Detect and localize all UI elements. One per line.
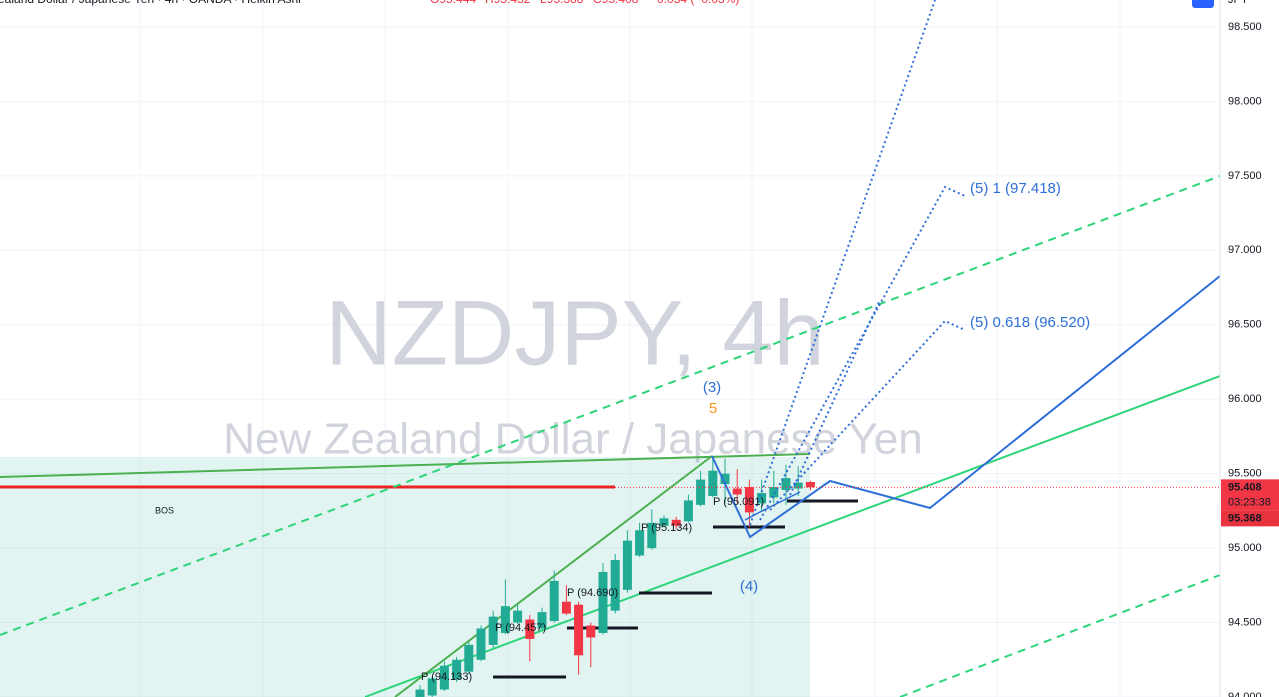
candle-body xyxy=(513,610,523,623)
target-label: (5) 0.618 (96.520) xyxy=(970,314,1090,331)
wave-line xyxy=(394,455,713,697)
y-tick-label: 97.000 xyxy=(1228,244,1262,256)
y-tick-label: 98.000 xyxy=(1228,95,1262,107)
header: ealand Dollar / Japanese Yen · 4h · OAND… xyxy=(0,0,739,6)
candle-body xyxy=(744,487,754,513)
candle-body xyxy=(769,487,779,498)
channel-line xyxy=(899,574,1221,697)
candle-body xyxy=(793,482,803,489)
wave-label: 5 xyxy=(709,400,717,417)
candle-body xyxy=(561,601,571,614)
symbol-title: ealand Dollar / Japanese Yen · 4h · OAND… xyxy=(0,0,301,6)
pivot-label: P (94.690) xyxy=(567,587,618,599)
pivot-label: P (94.133) xyxy=(421,671,472,683)
candle-body xyxy=(427,678,437,696)
candle-body xyxy=(781,478,791,491)
candle-body xyxy=(574,604,584,656)
ohlc-high: H95.452 xyxy=(485,0,531,6)
y-tick-label: 97.500 xyxy=(1228,170,1262,182)
candle-body xyxy=(439,665,449,690)
candle-body xyxy=(610,560,620,611)
candle-body xyxy=(696,479,706,505)
candles xyxy=(415,457,815,697)
fib-lines xyxy=(749,0,966,526)
settings-button[interactable] xyxy=(1192,0,1214,8)
candle-body xyxy=(464,644,474,672)
candle-body xyxy=(476,628,486,660)
ohlc-open: O95.444 xyxy=(430,0,476,6)
candle-body xyxy=(671,519,681,526)
y-tick-label: 95.500 xyxy=(1228,468,1262,480)
candle-body xyxy=(598,571,608,633)
pivot-label: P (94.457) xyxy=(495,622,546,634)
candle-body xyxy=(525,619,535,639)
y-tick-label: 94.500 xyxy=(1228,616,1262,628)
candle-body xyxy=(659,518,669,526)
trend-line xyxy=(0,453,811,478)
y-tick-label: 95.000 xyxy=(1228,542,1262,554)
candle-body xyxy=(586,625,596,638)
countdown-label: 03:23:38 xyxy=(1228,496,1271,508)
bid-price-box xyxy=(1221,510,1279,527)
candle-body xyxy=(708,470,718,496)
support-line xyxy=(364,375,1221,697)
bid-price-label: 95.368 xyxy=(1228,512,1262,524)
watermark-title: NZDJPY, 4h xyxy=(325,282,824,384)
pivot-label: P (95.134) xyxy=(641,522,692,534)
candle-body xyxy=(805,481,815,488)
zone xyxy=(0,457,810,697)
wave-projection xyxy=(711,275,1221,539)
fib-line xyxy=(789,299,881,496)
candle-body xyxy=(415,689,425,697)
axis-unit: JPY xyxy=(1228,0,1249,6)
candle-body xyxy=(452,659,462,680)
candle-body xyxy=(500,606,510,633)
channel-line xyxy=(0,175,1221,636)
candle-body xyxy=(549,580,559,622)
horizontal-grid xyxy=(0,26,1220,697)
candle-body xyxy=(757,493,767,504)
candle-body xyxy=(537,612,547,629)
price-axis: JPY 94.000 94.500 95.000 95.500 96.000 96.500… xyxy=(1219,0,1279,697)
candle-body xyxy=(488,616,498,645)
candle-body xyxy=(647,522,657,549)
candle-body xyxy=(635,530,645,556)
wave-label: (3) xyxy=(703,379,721,396)
candle-body xyxy=(622,540,632,590)
y-tick-label: 96.500 xyxy=(1228,319,1262,331)
wave-label: (4) xyxy=(740,578,758,595)
ohlc-close: C95.408 xyxy=(593,0,639,6)
y-tick-label: 98.500 xyxy=(1228,21,1262,33)
ohlc-change: −0.034 (−0.03%) xyxy=(650,0,739,6)
candle-body xyxy=(732,488,742,495)
last-price-box xyxy=(1221,479,1279,511)
vertical-grid xyxy=(139,0,1121,697)
last-price-label: 95.408 xyxy=(1228,481,1262,493)
fib-line xyxy=(759,185,966,521)
bos-label: BOS xyxy=(155,505,174,515)
wave-projection xyxy=(744,491,801,521)
pivot-label: P (95.091) xyxy=(713,496,764,508)
y-tick-label: 96.000 xyxy=(1228,393,1262,405)
candle-body xyxy=(683,500,693,522)
axis-background xyxy=(1220,0,1279,697)
watermark-subtitle: New Zealand Dollar / Japanese Yen xyxy=(223,415,923,464)
ohlc-low: L95.388 xyxy=(540,0,584,6)
target-label: (5) 1 (97.418) xyxy=(970,180,1061,197)
fib-line xyxy=(769,319,966,511)
candle-body xyxy=(720,473,730,485)
y-tick-label: 94.000 xyxy=(1228,691,1262,697)
